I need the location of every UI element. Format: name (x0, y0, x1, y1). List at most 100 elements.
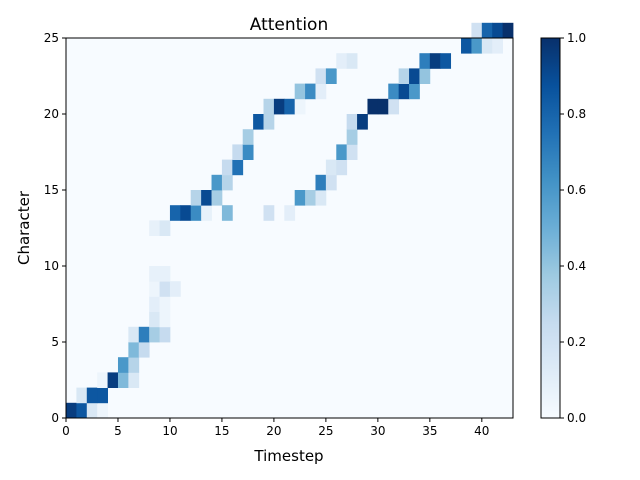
heatmap-cell (294, 83, 306, 100)
heatmap-cell (76, 387, 88, 404)
x-axis-label: Timestep (253, 447, 323, 465)
heatmap-cell (284, 98, 296, 115)
heatmap-cell (419, 68, 431, 84)
heatmap-cell (481, 22, 493, 39)
heatmap-cell (201, 190, 212, 206)
heatmap-cell (76, 402, 88, 419)
heatmap-cell (367, 98, 379, 115)
heatmap-cell (440, 53, 452, 69)
heatmap-cell (117, 357, 129, 373)
heatmap-cell (346, 53, 358, 69)
heatmap-cell (107, 372, 119, 388)
heatmap-cell (388, 98, 400, 115)
x-tick-label: 30 (370, 424, 385, 438)
heatmap-cell (502, 22, 514, 39)
heatmap-cell (419, 53, 431, 69)
heatmap-cell (149, 266, 160, 282)
heatmap-cell (284, 205, 296, 221)
colorbar-ticks: 0.0 0.2 0.4 0.6 0.8 1.0 (560, 31, 586, 425)
heatmap-cell (315, 68, 327, 84)
heatmap-cell (388, 83, 400, 100)
heatmap-cell (159, 326, 171, 343)
heatmap-cell (190, 190, 202, 206)
heatmap-cell (273, 98, 285, 115)
heatmap-cell (149, 220, 160, 236)
heatmap-cell (190, 205, 202, 221)
x-tick-label: 15 (214, 424, 229, 438)
y-tick-label: 15 (44, 183, 59, 197)
heatmap-cell (97, 372, 108, 388)
heatmap-cell (159, 311, 171, 328)
heatmap-cell (159, 281, 171, 297)
heatmap-cell (149, 311, 160, 328)
heatmap-cell (315, 174, 327, 191)
heatmap-cell (461, 38, 472, 54)
x-tick-label: 0 (62, 424, 70, 438)
heatmap-cell (263, 114, 275, 130)
colorbar-tick-label: 1.0 (567, 31, 586, 45)
heatmap-cell (159, 296, 171, 312)
x-tick-label: 35 (422, 424, 437, 438)
heatmap-cell (336, 53, 348, 69)
heatmap-cell (409, 68, 420, 84)
heatmap-cell (305, 83, 316, 100)
heatmap-cell (97, 387, 108, 404)
heatmap-cell (263, 98, 275, 115)
heatmap-cell (169, 281, 181, 297)
heatmap-cell (325, 159, 337, 176)
colorbar-tick-label: 0.4 (567, 259, 586, 273)
heatmap-cell (232, 159, 244, 176)
heatmap-cell (242, 129, 254, 145)
heatmap-cell (201, 205, 212, 221)
y-axis-label: Character (15, 190, 33, 265)
heatmap-cell (97, 402, 108, 419)
heatmap-cell (149, 281, 160, 297)
heatmap-cell (138, 342, 150, 358)
x-tick-label: 25 (318, 424, 333, 438)
heatmap-cell (471, 22, 483, 39)
heatmap-cell (398, 83, 410, 100)
heatmap-cell (346, 144, 358, 160)
heatmap-cell (149, 326, 160, 343)
x-tick-label: 20 (266, 424, 281, 438)
heatmap-cells (66, 22, 514, 419)
y-tick-label: 5 (51, 335, 59, 349)
heatmap-cell (159, 220, 171, 236)
heatmap-cell (471, 38, 483, 54)
heatmap-cell (305, 190, 316, 206)
y-tick-label: 0 (51, 411, 59, 425)
colorbar-tick-label: 0.0 (567, 411, 586, 425)
heatmap-cell (336, 159, 348, 176)
heatmap-cell (409, 83, 420, 100)
heatmap-cell (294, 98, 306, 115)
colorbar-tick-label: 0.8 (567, 107, 586, 121)
heatmap-cell (211, 190, 223, 206)
heatmap-cell (263, 205, 275, 221)
colorbar (540, 37, 561, 419)
x-tick-label: 5 (114, 424, 122, 438)
heatmap-cell (221, 174, 233, 191)
heatmap-cell (346, 129, 358, 145)
heatmap-cell (211, 174, 223, 191)
heatmap-cell (377, 98, 389, 115)
plot-frame (65, 37, 514, 419)
y-tick-label: 20 (44, 107, 59, 121)
x-axis-ticks: 0 5 10 15 20 25 30 35 40 (62, 418, 489, 438)
heatmap-cell (253, 114, 264, 130)
heatmap-cell (325, 174, 337, 191)
heatmap-cell (315, 83, 327, 100)
heatmap-cell (128, 342, 140, 358)
heatmap-cell (86, 387, 98, 404)
heatmap-cell (149, 296, 160, 312)
heatmap-cell (294, 190, 306, 206)
colorbar-tick-label: 0.6 (567, 183, 586, 197)
x-tick-label: 10 (162, 424, 177, 438)
heatmap-cell (481, 38, 493, 54)
heatmap-cell (398, 68, 410, 84)
heatmap-cell (242, 144, 254, 160)
heatmap-cell (117, 372, 129, 388)
heatmap-cell (86, 402, 98, 419)
heatmap-cell (159, 266, 171, 282)
heatmap-cell (492, 38, 504, 54)
